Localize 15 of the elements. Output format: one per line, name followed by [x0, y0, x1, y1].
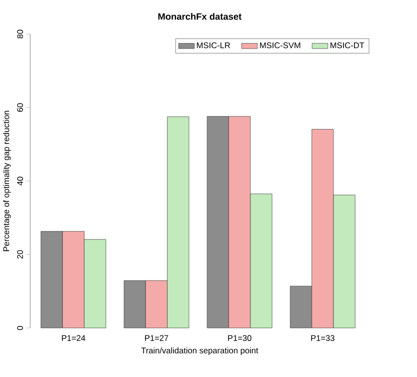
y-axis-title: Percentage of optimality gap reduction	[3, 110, 11, 252]
y-tick-label: 20	[17, 250, 24, 259]
legend-label: MSIC-DT	[330, 42, 364, 48]
x-tick-label: P1=27	[145, 335, 168, 342]
y-tick-label: 60	[17, 103, 24, 112]
legend-label: MSIC-LR	[197, 42, 230, 48]
legend-label: MSIC-SVM	[260, 42, 300, 48]
x-tick-label: P1=30	[228, 335, 252, 342]
chart-title: MonarchFx dataset	[158, 13, 242, 20]
y-tick-label: 40	[17, 176, 24, 186]
y-tick-label: 80	[17, 30, 24, 38]
y-tick-label: 0	[17, 326, 24, 330]
x-tick-label: P1=24	[62, 335, 86, 342]
x-tick-label: P1=33	[311, 335, 334, 342]
x-axis-title: Train/validation separation point	[141, 347, 258, 356]
